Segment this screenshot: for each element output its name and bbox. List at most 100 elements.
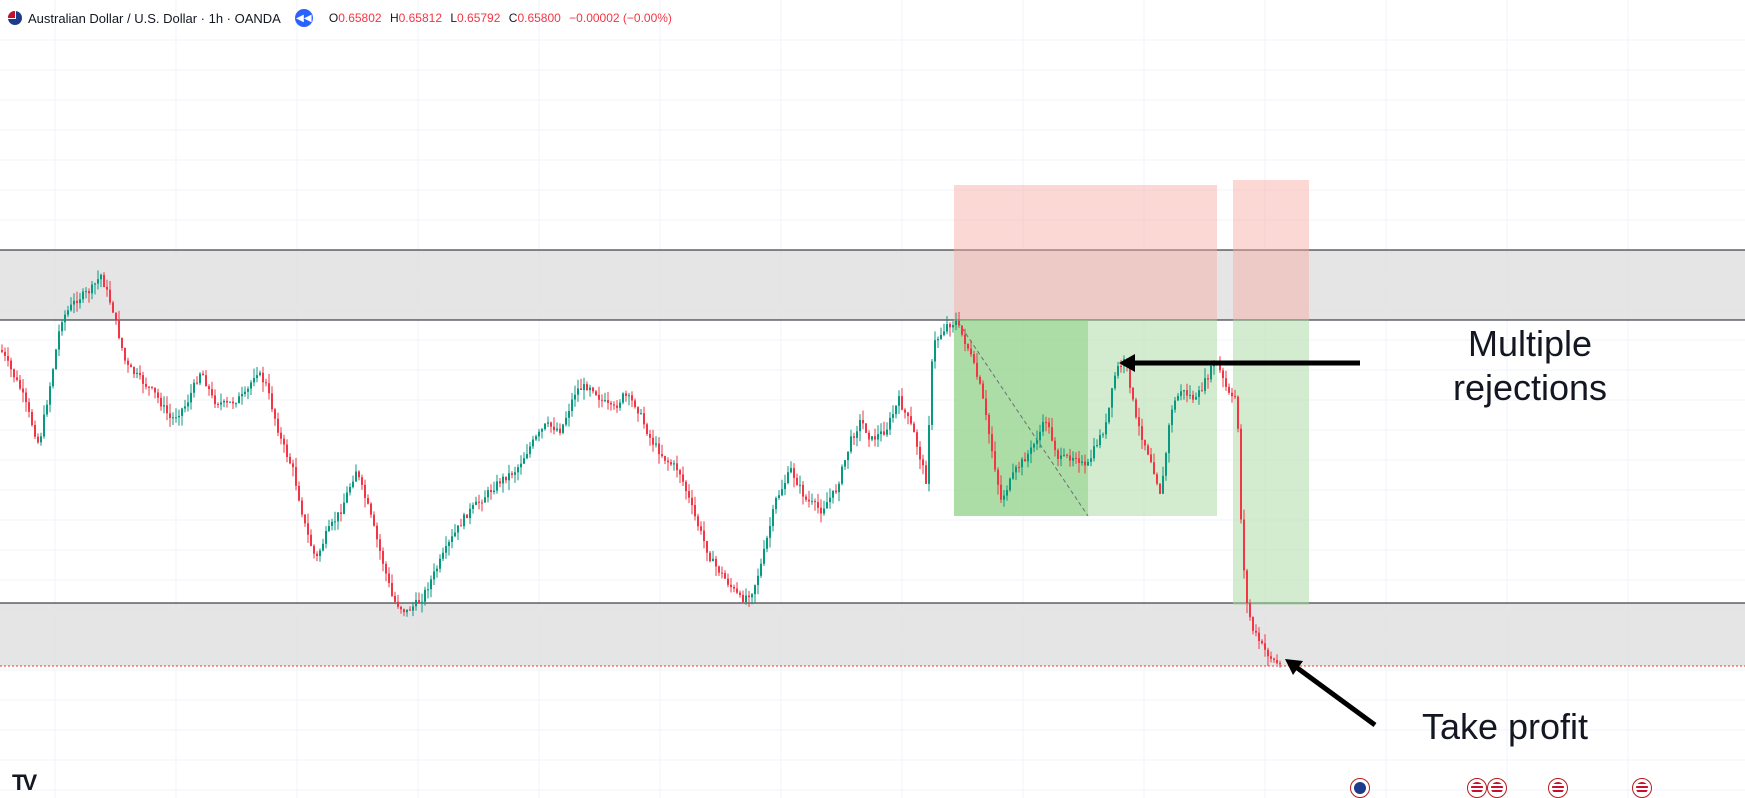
candle-body — [1081, 461, 1083, 463]
candle-body — [979, 376, 981, 384]
candle-body — [337, 512, 339, 522]
candle-body — [715, 558, 717, 567]
candle-body — [352, 481, 354, 488]
candle-body — [373, 514, 375, 526]
short-position-2[interactable] — [1233, 180, 1309, 605]
us-event-icon[interactable] — [1548, 778, 1568, 798]
candle-body — [751, 594, 753, 598]
candle-body — [754, 585, 756, 595]
candle-body — [286, 444, 288, 457]
candle-body — [997, 469, 999, 485]
candle-body — [832, 490, 834, 498]
candle-body — [304, 514, 306, 524]
candle-body — [283, 438, 285, 445]
candle-body — [505, 476, 507, 481]
candle-body — [1024, 459, 1026, 462]
candle-body — [742, 594, 744, 602]
candle-body — [1042, 422, 1044, 432]
candle-body — [511, 473, 513, 475]
candle-body — [1153, 462, 1155, 475]
tradingview-logo[interactable]: TV — [12, 770, 37, 795]
candle-body — [1039, 431, 1041, 441]
candle-body — [1210, 366, 1212, 380]
candle-body — [1066, 454, 1068, 456]
candle-body — [508, 473, 510, 481]
candle-body — [916, 432, 918, 447]
au-event-icon[interactable] — [1350, 778, 1370, 798]
support-zone[interactable] — [0, 603, 1745, 666]
candle-body — [949, 324, 951, 328]
candle-body — [25, 392, 27, 403]
candle-body — [181, 408, 183, 416]
candle-body — [124, 348, 126, 361]
candle-body — [1177, 395, 1179, 401]
candle-body — [616, 405, 618, 408]
candle-body — [940, 334, 942, 339]
candle-body — [385, 563, 387, 574]
candle-body — [97, 279, 99, 284]
candle-body — [961, 325, 963, 335]
candle-body — [835, 490, 837, 493]
take-profit-annotation[interactable]: Take profit — [1421, 706, 1589, 747]
candle-body — [202, 373, 204, 376]
candle-body — [175, 417, 177, 419]
candle-body — [397, 601, 399, 607]
change-value: −0.00002 (−0.00%) — [569, 11, 672, 25]
candle-body — [13, 369, 15, 378]
candle-body — [460, 525, 462, 527]
candle-body — [646, 424, 648, 434]
multiple-rejections-annotation[interactable]: Multiple rejections — [1420, 322, 1640, 410]
candle-body — [421, 601, 423, 604]
candle-body — [1003, 495, 1005, 500]
candle-body — [682, 474, 684, 482]
us-event-icon[interactable] — [1632, 778, 1652, 798]
stop-loss-zone[interactable] — [954, 185, 1217, 320]
candle-body — [190, 392, 192, 403]
candle-body — [787, 472, 789, 483]
candle-body — [472, 505, 474, 509]
candle-body — [22, 388, 24, 393]
short-position-1[interactable] — [954, 185, 1217, 517]
candle-body — [1051, 427, 1053, 441]
candle-body — [1267, 649, 1269, 657]
candle-body — [430, 579, 432, 590]
candle-body — [958, 320, 960, 326]
candle-body — [817, 502, 819, 508]
symbol-legend[interactable]: Australian Dollar / U.S. Dollar · 1h · O… — [8, 8, 672, 28]
candle-body — [577, 388, 579, 395]
take-profit-zone[interactable] — [1233, 320, 1309, 605]
candle-body — [844, 460, 846, 467]
candle-body — [898, 396, 900, 406]
candle-body — [841, 466, 843, 484]
us-event-icon[interactable] — [1467, 778, 1487, 798]
candle-body — [1069, 455, 1071, 461]
resistance-zone[interactable] — [0, 250, 1745, 320]
candle-body — [133, 367, 135, 374]
candle-body — [19, 379, 21, 389]
candle-body — [223, 400, 225, 403]
candle-body — [91, 284, 93, 294]
candle-body — [529, 446, 531, 454]
symbol-title[interactable]: Australian Dollar / U.S. Dollar · 1h · O… — [28, 10, 281, 26]
stop-loss-zone[interactable] — [1233, 180, 1309, 320]
high-label: H — [389, 11, 399, 25]
candle-body — [583, 384, 585, 390]
candle-body — [1243, 519, 1245, 571]
candle-body — [196, 382, 198, 384]
candle-body — [112, 302, 114, 313]
candle-body — [1141, 426, 1143, 440]
candle-body — [1261, 641, 1263, 644]
candle-body — [673, 463, 675, 465]
candle-body — [595, 391, 597, 395]
candle-body — [838, 483, 840, 493]
replay-icon[interactable]: ◀◀ — [294, 9, 313, 27]
candle-body — [331, 521, 333, 526]
candle-body — [973, 354, 975, 363]
us-event-icon[interactable] — [1487, 778, 1507, 798]
candle-body — [442, 552, 444, 559]
candle-body — [232, 401, 234, 404]
candle-body — [406, 609, 408, 613]
candle-body — [760, 563, 762, 576]
candle-body — [763, 548, 765, 564]
